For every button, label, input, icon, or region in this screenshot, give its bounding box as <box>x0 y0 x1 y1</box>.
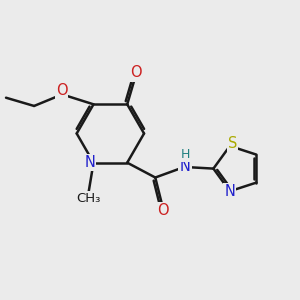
Text: N: N <box>224 184 235 199</box>
Text: O: O <box>130 65 141 80</box>
Text: N: N <box>180 159 190 174</box>
Text: S: S <box>228 136 237 151</box>
Text: O: O <box>56 83 67 98</box>
Text: O: O <box>157 203 168 218</box>
Text: N: N <box>84 155 95 170</box>
Text: H: H <box>180 148 190 161</box>
Text: CH₃: CH₃ <box>76 192 101 205</box>
